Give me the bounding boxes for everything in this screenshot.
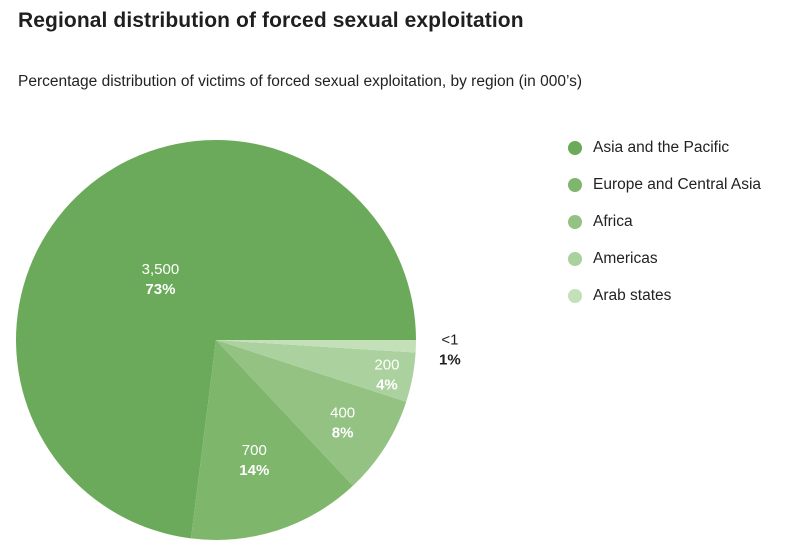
legend-label-americas: Americas bbox=[593, 250, 658, 267]
legend-item-americas: Americas bbox=[568, 249, 761, 269]
legend-swatch-africa bbox=[568, 215, 582, 229]
legend-item-asia-pacific: Asia and the Pacific bbox=[568, 138, 761, 158]
legend-item-europe-central-asia: Europe and Central Asia bbox=[568, 175, 761, 195]
slice-percent-label-europe-central-asia: 14% bbox=[239, 462, 269, 479]
pie-slice-europe-central-asia bbox=[190, 340, 353, 540]
legend-label-arab-states: Arab states bbox=[593, 287, 672, 304]
legend-item-arab-states: Arab states bbox=[568, 286, 761, 306]
slice-value-label-africa: 400 bbox=[330, 404, 355, 421]
legend-item-africa: Africa bbox=[568, 212, 761, 232]
slice-percent-label-africa: 8% bbox=[332, 424, 354, 441]
slice-value-label-asia-pacific: 3,500 bbox=[142, 261, 180, 278]
chart-legend: Asia and the Pacific Europe and Central … bbox=[568, 138, 761, 323]
legend-label-asia-pacific: Asia and the Pacific bbox=[593, 139, 730, 156]
slice-percent-label-asia-pacific: 73% bbox=[145, 281, 175, 298]
slice-value-label-americas: 200 bbox=[374, 357, 399, 374]
pie-slice-asia-pacific bbox=[15, 140, 417, 539]
legend-swatch-europe-central-asia bbox=[568, 178, 582, 192]
legend-label-africa: Africa bbox=[593, 213, 633, 230]
pie-slice-africa bbox=[216, 340, 407, 486]
legend-swatch-americas bbox=[568, 252, 582, 266]
slice-percent-label-americas: 4% bbox=[376, 377, 398, 394]
pie-slice-americas bbox=[216, 340, 416, 402]
chart-title: Regional distribution of forced sexual e… bbox=[18, 9, 524, 32]
pie-slice-arab-states bbox=[216, 340, 416, 353]
chart-subtitle: Percentage distribution of victims of fo… bbox=[18, 73, 583, 90]
legend-swatch-asia-pacific bbox=[568, 141, 582, 155]
legend-label-europe-central-asia: Europe and Central Asia bbox=[593, 176, 762, 193]
legend-swatch-arab-states bbox=[568, 289, 582, 303]
slice-value-label-europe-central-asia: 700 bbox=[242, 442, 267, 459]
slice-value-label-arab-states: <1 bbox=[441, 331, 458, 348]
slice-percent-label-arab-states: 1% bbox=[439, 351, 461, 368]
